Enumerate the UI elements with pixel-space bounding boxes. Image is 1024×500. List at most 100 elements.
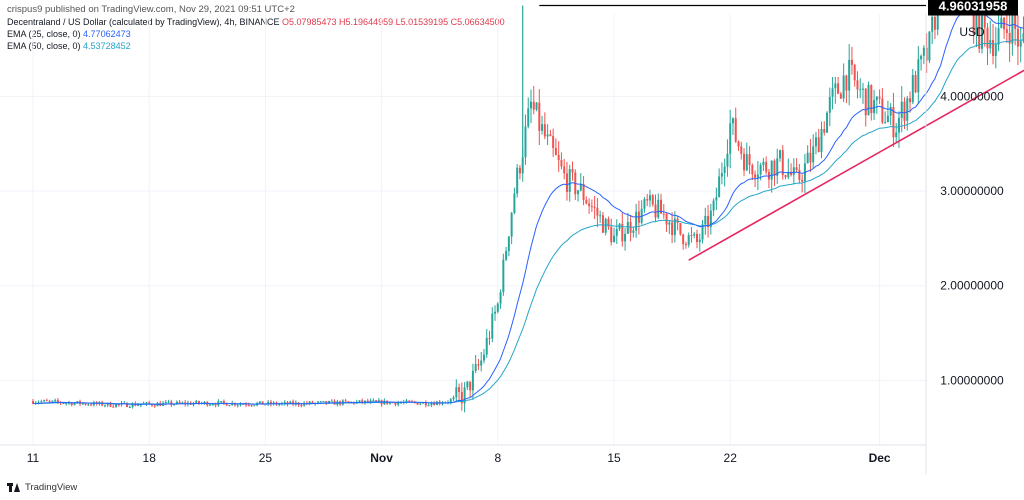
- candle-down: [596, 207, 599, 216]
- candle-down: [754, 174, 757, 178]
- candle-up: [599, 215, 602, 217]
- candle-down: [424, 402, 427, 406]
- candle-up: [917, 59, 920, 93]
- candle-up: [399, 402, 402, 404]
- candle-down: [408, 400, 411, 402]
- candle-down: [972, 0, 975, 35]
- candle-up: [510, 212, 513, 237]
- candle-down: [109, 402, 112, 407]
- candle-up: [720, 173, 723, 177]
- level-price-label: 4.96031958: [939, 0, 1008, 14]
- candle-down: [300, 405, 303, 407]
- candle-down: [532, 101, 535, 110]
- candle-up: [449, 399, 452, 403]
- candle-down: [222, 401, 225, 403]
- candle-down: [837, 83, 840, 94]
- candle-down: [798, 170, 801, 180]
- candle-down: [986, 27, 989, 49]
- candle-up: [668, 222, 671, 225]
- candle-up: [283, 402, 286, 404]
- tradingview-logo-icon: [7, 483, 21, 492]
- candle-down: [748, 154, 751, 166]
- candle-down: [662, 213, 665, 215]
- candle-up: [831, 88, 834, 97]
- candle-up: [54, 400, 57, 402]
- candle-up: [1022, 33, 1024, 42]
- candle-up: [762, 161, 765, 165]
- legend-ema25-row: EMA (25, close, 0) 4.77062473: [7, 28, 131, 40]
- candle-up: [527, 108, 530, 127]
- candles-layer: [32, 0, 1024, 413]
- candle-up: [928, 31, 931, 61]
- candle-up: [494, 311, 497, 314]
- candle-up: [848, 59, 851, 91]
- candle-down: [651, 195, 654, 205]
- candle-up: [997, 28, 1000, 45]
- candle-up: [862, 88, 864, 90]
- candle-down: [460, 391, 463, 404]
- candle-down: [696, 233, 698, 243]
- candle-up: [145, 402, 148, 404]
- candle-down: [590, 206, 593, 208]
- candle-up: [922, 47, 925, 56]
- candle-up: [103, 405, 106, 407]
- candle-up: [81, 403, 84, 405]
- candle-down: [552, 136, 555, 149]
- publish-info: crispus9 published on TradingView.com, N…: [7, 4, 295, 15]
- candle-up: [507, 236, 510, 251]
- candle-down: [646, 199, 649, 201]
- candle-up: [115, 404, 117, 407]
- candle-up: [812, 146, 815, 163]
- time-axis[interactable]: 11 18 25 Nov 8 15 22 Dec: [27, 451, 891, 465]
- candle-up: [181, 402, 184, 404]
- x-tick-label: 15: [607, 451, 621, 465]
- candle-down: [48, 400, 51, 402]
- candle-down: [743, 153, 746, 171]
- candle-up: [505, 250, 508, 260]
- candle-down: [538, 102, 541, 131]
- candle-down: [543, 124, 546, 137]
- candle-up: [731, 118, 734, 124]
- price-axis[interactable]: 1.00000000 2.00000000 3.00000000 4.00000000: [940, 89, 1004, 387]
- candle-up: [632, 230, 635, 233]
- candle-down: [845, 75, 848, 91]
- candle-down: [621, 223, 624, 242]
- candle-up: [759, 164, 762, 175]
- candle-up: [452, 397, 455, 400]
- candle-down: [682, 234, 685, 245]
- level-price-tag: [928, 0, 1018, 16]
- candle-down: [170, 401, 173, 405]
- x-tick-label: Dec: [869, 451, 891, 465]
- candle-up: [889, 106, 892, 116]
- ema50-line: [33, 39, 1024, 405]
- candle-up: [369, 400, 372, 403]
- candle-up: [613, 235, 615, 243]
- candle-up: [137, 405, 140, 407]
- tradingview-logo[interactable]: TradingView: [7, 482, 77, 493]
- candle-up: [278, 404, 281, 406]
- candle-up: [577, 190, 580, 195]
- candle-up: [463, 387, 466, 404]
- candle-down: [684, 244, 687, 246]
- candle-up: [546, 134, 549, 137]
- candle-up: [842, 75, 845, 99]
- candle-up: [873, 100, 876, 114]
- candle-down: [607, 218, 610, 227]
- candle-up: [834, 83, 837, 89]
- candle-up: [516, 167, 519, 194]
- candle-down: [45, 400, 48, 402]
- candle-up: [787, 171, 790, 178]
- candle-up: [502, 259, 505, 293]
- candle-down: [1016, 28, 1019, 47]
- candle-up: [253, 405, 256, 407]
- candle-up: [319, 401, 322, 403]
- candle-down: [925, 47, 928, 61]
- ema25-line: [33, 7, 1024, 405]
- candle-up: [65, 403, 68, 405]
- candle-down: [809, 152, 812, 163]
- candle-down: [394, 402, 397, 405]
- candle-down: [983, 13, 986, 28]
- trendline: [688, 69, 1024, 261]
- candle-up: [980, 13, 983, 49]
